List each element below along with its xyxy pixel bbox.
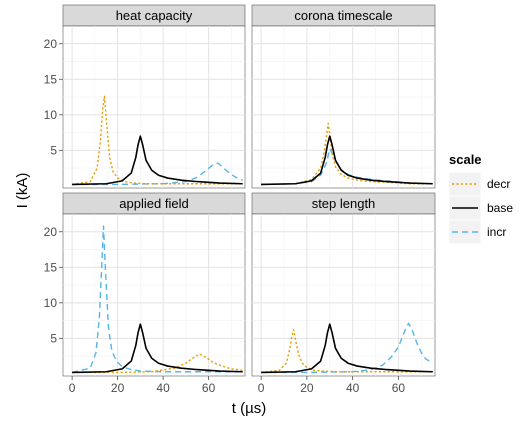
series-line-base: [261, 135, 433, 186]
x-tick-label: 60: [202, 381, 216, 395]
chart-panels: heat capacity corona timescale applied fie…: [62, 4, 436, 377]
x-axis-title: t (µs): [232, 400, 266, 417]
gridlines: [252, 26, 435, 188]
y-tick-label: 10: [44, 108, 58, 122]
series-line-incr: [71, 225, 243, 374]
series-line-incr: [261, 322, 434, 374]
legend-label-decr: decr: [487, 177, 510, 191]
series-line-decr: [261, 122, 433, 186]
series-line-base: [72, 135, 243, 186]
x-tick-label: 0: [69, 381, 76, 395]
series-line-incr: [72, 162, 243, 186]
legend-label-incr: incr: [487, 225, 506, 239]
x-tick-label: 20: [111, 381, 125, 395]
gridlines: [252, 214, 435, 376]
gridlines: [63, 26, 245, 188]
facet-panel: corona timescale: [251, 4, 436, 189]
facet-title: applied field: [119, 196, 188, 211]
facet-panel: heat capacity: [62, 4, 246, 189]
panel-background: [251, 213, 436, 377]
facet-panel: step length: [251, 192, 436, 377]
legend-title: scale: [449, 152, 482, 167]
chart-axes: 5 10 15 20 5 10 15 20 0 20 40 60 0 20 40 60: [44, 37, 406, 395]
y-tick-label: 5: [50, 143, 57, 157]
y-tick-label: 15: [44, 260, 58, 274]
x-tick-label: 40: [156, 381, 170, 395]
x-tick-label: 60: [392, 381, 406, 395]
panel-background: [251, 25, 436, 189]
gridlines: [63, 214, 245, 376]
panel-background: [62, 213, 246, 377]
x-tick-label: 40: [346, 381, 360, 395]
series-line-decr: [72, 353, 243, 374]
y-tick-label: 10: [44, 296, 58, 310]
facet-title: heat capacity: [116, 8, 193, 23]
series-line-decr: [71, 95, 243, 186]
facet-title: corona timescale: [294, 8, 392, 23]
y-axis-title: I (kA): [14, 173, 31, 209]
y-tick-label: 20: [44, 37, 58, 51]
panel-background: [62, 25, 246, 189]
y-tick-label: 20: [44, 225, 58, 239]
x-tick-label: 0: [258, 381, 265, 395]
series-line-decr: [261, 329, 433, 374]
x-tick-label: 20: [300, 381, 314, 395]
facet-title: step length: [312, 196, 376, 211]
y-tick-label: 15: [44, 72, 58, 86]
facet-panel: applied field: [62, 192, 246, 377]
y-tick-label: 5: [50, 331, 57, 345]
legend: scale decr base incr: [448, 152, 513, 245]
legend-label-base: base: [487, 201, 513, 215]
series-line-base: [261, 323, 433, 374]
series-line-base: [72, 323, 243, 374]
